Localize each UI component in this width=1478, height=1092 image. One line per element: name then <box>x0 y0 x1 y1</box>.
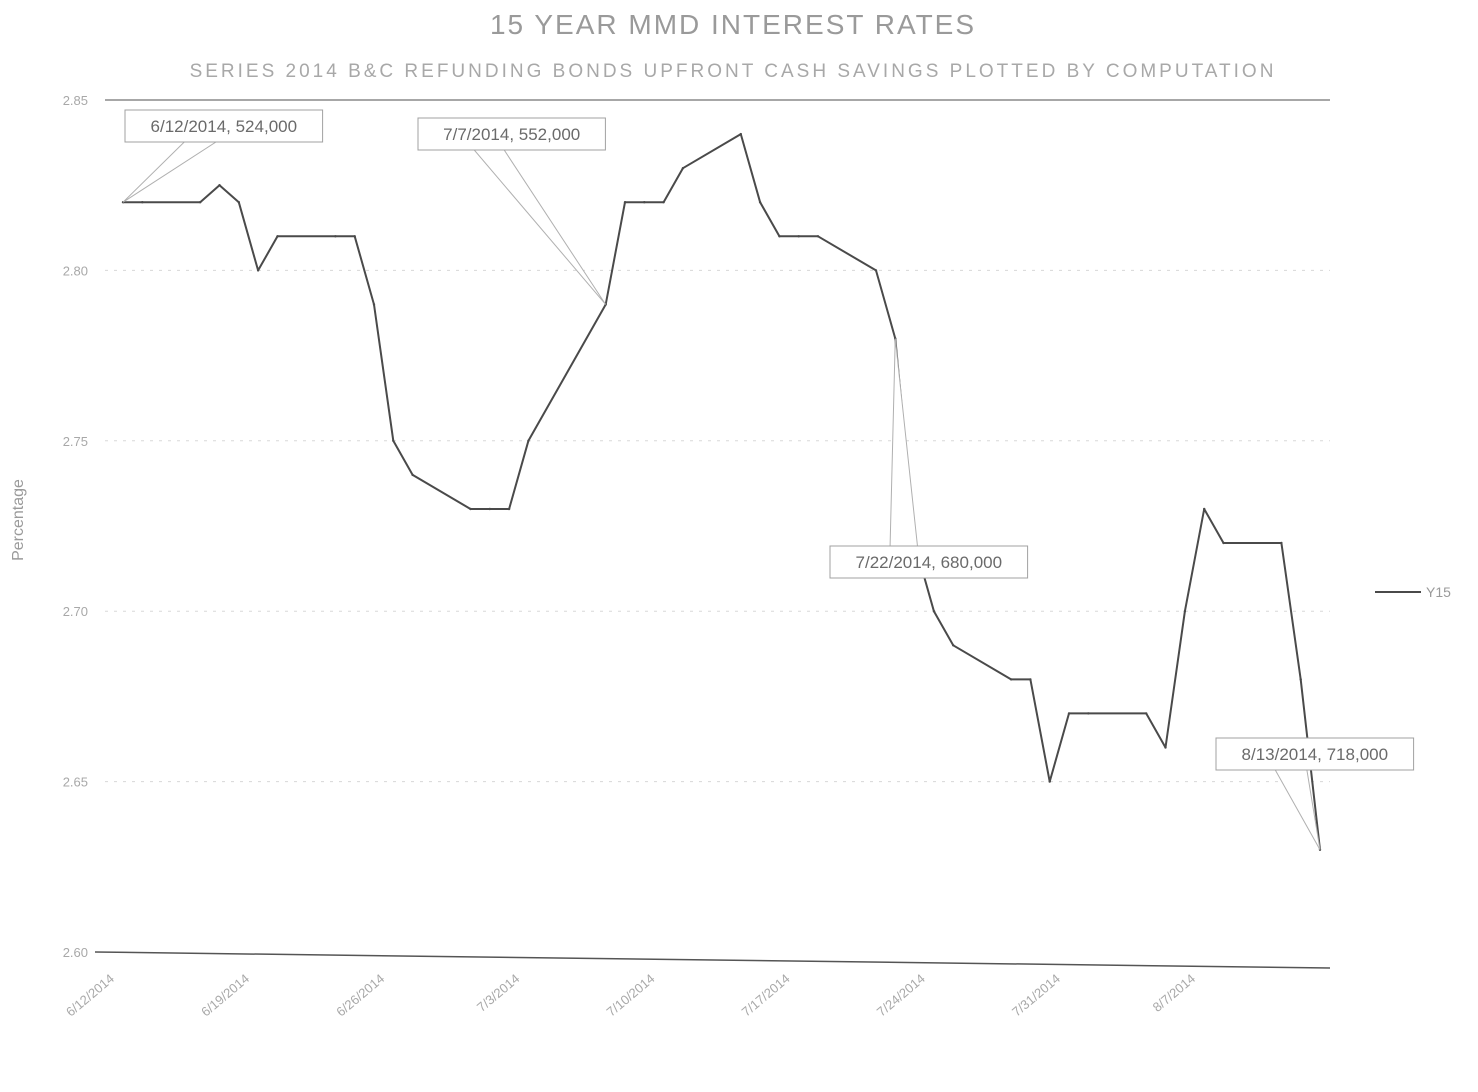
data-label-callout: 6/12/2014, 524,000 <box>122 109 324 203</box>
data-point <box>353 235 356 238</box>
data-point <box>141 201 144 204</box>
data-point <box>507 507 511 511</box>
y-tick-labels: 2.60 2.65 2.70 2.75 2.80 2.85 <box>63 93 88 960</box>
data-label-callout: 7/7/2014, 552,000 <box>417 117 607 305</box>
y-tick-label: 2.65 <box>63 775 88 790</box>
data-point <box>739 132 742 136</box>
data-point <box>392 439 395 442</box>
data-point <box>199 201 202 204</box>
data-point <box>372 303 376 306</box>
callout-label: 7/22/2014, 680,000 <box>856 553 1003 572</box>
data-label-callout: 7/22/2014, 680,000 <box>829 338 1029 579</box>
data-point <box>1067 712 1071 715</box>
y-tick-label: 2.70 <box>63 604 88 619</box>
callout-box <box>829 545 1029 579</box>
data-point <box>256 269 260 272</box>
data-point <box>1203 507 1206 511</box>
data-point <box>334 235 337 238</box>
data-point <box>1280 541 1283 545</box>
callout-label: 7/7/2014, 552,000 <box>443 125 580 144</box>
y-tick-label: 2.60 <box>63 945 88 960</box>
chart-title: 15 YEAR MMD INTEREST RATES <box>490 9 976 40</box>
callout-box <box>1215 737 1415 771</box>
y-tick-label: 2.80 <box>63 263 88 278</box>
data-point <box>218 184 221 187</box>
x-axis-line <box>94 951 1331 969</box>
callout-label: 6/12/2014, 524,000 <box>151 117 298 136</box>
data-point <box>1183 610 1187 613</box>
data-point <box>662 201 665 204</box>
data-point <box>952 644 955 647</box>
data-point <box>1299 678 1302 681</box>
data-point <box>1009 678 1013 681</box>
gridlines <box>105 269 1330 783</box>
data-point <box>797 235 800 238</box>
data-point <box>469 507 472 511</box>
series-lines <box>121 132 1322 851</box>
data-point <box>1087 712 1090 715</box>
data-point <box>1145 712 1148 715</box>
data-point <box>1164 746 1167 749</box>
data-point <box>643 201 646 204</box>
data-point <box>527 439 530 442</box>
axes <box>94 99 1331 969</box>
data-point <box>932 610 936 613</box>
data-point <box>276 235 279 238</box>
data-point <box>758 201 762 204</box>
callout-label: 8/13/2014, 718,000 <box>1242 745 1389 764</box>
data-point <box>681 167 685 170</box>
data-point <box>237 201 240 204</box>
data-point <box>816 235 820 238</box>
callout-box <box>124 109 324 143</box>
data-point <box>411 473 414 477</box>
callout-box <box>417 117 606 151</box>
data-point <box>1029 678 1032 681</box>
data-point <box>1222 541 1225 545</box>
series-line-y15 <box>123 133 1321 850</box>
data-point <box>488 507 491 511</box>
chart-subtitle: SERIES 2014 B&C REFUNDING BONDS UPFRONT … <box>190 61 1277 82</box>
data-point <box>874 269 878 272</box>
data-point <box>1048 780 1051 783</box>
y-tick-label: 2.75 <box>63 434 88 449</box>
data-point <box>778 235 781 238</box>
data-point <box>623 201 627 204</box>
y-tick-label: 2.85 <box>63 93 88 108</box>
legend: Y15 <box>1375 584 1451 600</box>
data-label-callouts: 6/12/2014, 524,000 7/7/2014, 552,000 7/22/… <box>122 109 1415 851</box>
y-axis-title: Percentage <box>10 479 27 561</box>
legend-label-y15: Y15 <box>1426 584 1451 600</box>
data-label-callout: 8/13/2014, 718,000 <box>1215 737 1415 851</box>
